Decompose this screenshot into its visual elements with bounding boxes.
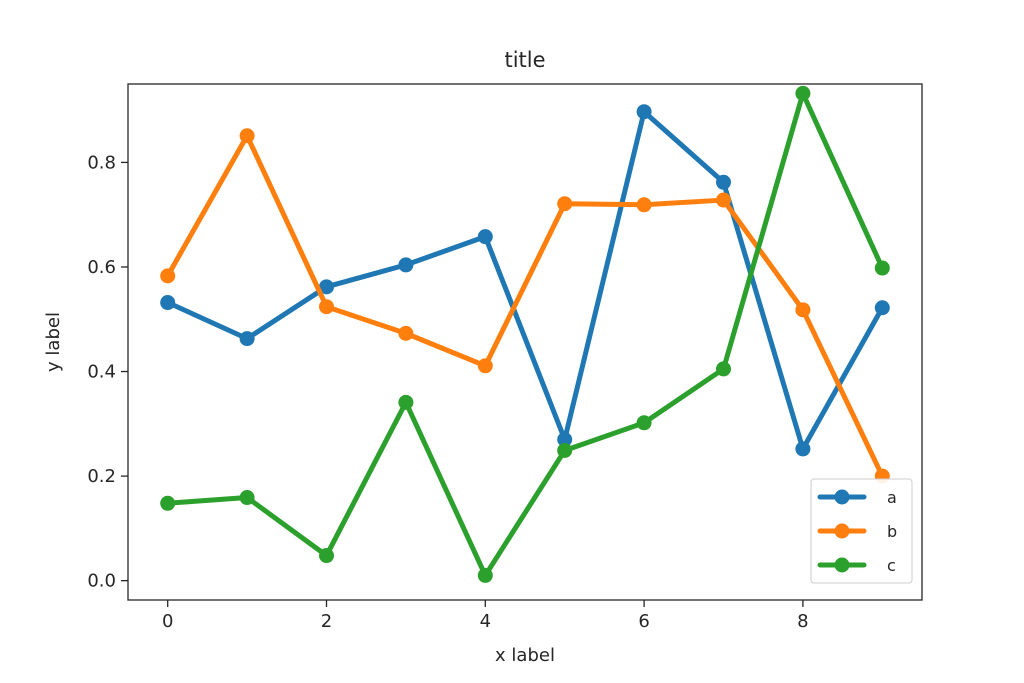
- legend-swatch-marker: [834, 523, 850, 539]
- data-point-b: [319, 299, 334, 315]
- series-line-c: [165, 90, 885, 578]
- y-tick-label: 0.8: [87, 152, 116, 173]
- y-tick-label: 0.4: [87, 362, 116, 383]
- data-point-b: [636, 197, 652, 213]
- data-point-c: [557, 442, 573, 458]
- series-b: [160, 128, 890, 484]
- y-tick-label: 0.2: [87, 466, 116, 487]
- data-point-a: [160, 295, 176, 311]
- y-tick-label: 0.6: [87, 257, 116, 278]
- data-point-b: [239, 128, 255, 144]
- series-line-a: [165, 109, 885, 452]
- data-point-a: [477, 229, 493, 245]
- legend-item-b: b: [817, 522, 897, 541]
- legend-swatch-marker: [834, 489, 850, 505]
- data-point-a: [319, 279, 334, 295]
- data-point-c: [874, 260, 890, 276]
- y-axis-label: y label: [43, 312, 64, 372]
- data-point-a: [239, 331, 255, 347]
- data-point-c: [160, 495, 176, 511]
- data-point-b: [398, 325, 414, 341]
- plot-area: 0 2 4 6 8 0.0 0.2 0.4 0.6 0.8: [87, 83, 923, 632]
- chart-title: title: [504, 48, 545, 72]
- legend-label: c: [887, 556, 896, 575]
- x-tick-label: 0: [162, 611, 173, 632]
- data-point-a: [398, 257, 414, 273]
- legend: abc: [810, 478, 913, 584]
- y-tick-label: 0.0: [87, 571, 116, 592]
- legend-item-c: c: [817, 556, 896, 575]
- legend-label: a: [887, 488, 897, 507]
- series-c: [160, 85, 890, 583]
- x-tick-label: 2: [321, 611, 332, 632]
- data-point-b: [477, 358, 493, 374]
- data-point-c: [319, 548, 334, 564]
- data-point-a: [795, 441, 811, 457]
- data-point-c: [239, 490, 255, 506]
- data-point-b: [795, 302, 811, 318]
- data-point-b: [557, 196, 573, 212]
- x-tick-label: 6: [638, 611, 649, 632]
- series-a: [160, 104, 890, 457]
- data-point-a: [716, 174, 731, 190]
- data-point-a: [874, 300, 890, 316]
- data-point-c: [795, 85, 811, 101]
- x-tick-label: 8: [797, 611, 808, 632]
- data-point-a: [557, 432, 573, 448]
- data-point-c: [716, 361, 731, 377]
- legend-item-a: a: [817, 488, 897, 507]
- data-point-c: [636, 415, 652, 431]
- x-tick-label: 4: [480, 611, 491, 632]
- data-point-a: [636, 104, 652, 120]
- data-point-b: [716, 192, 731, 208]
- x-axis-label: x label: [495, 645, 555, 666]
- legend-swatch-marker: [834, 557, 850, 573]
- data-point-b: [160, 268, 176, 284]
- data-point-c: [477, 567, 493, 583]
- legend-label: b: [887, 522, 897, 541]
- data-point-c: [398, 394, 414, 410]
- series-line-b: [165, 133, 885, 479]
